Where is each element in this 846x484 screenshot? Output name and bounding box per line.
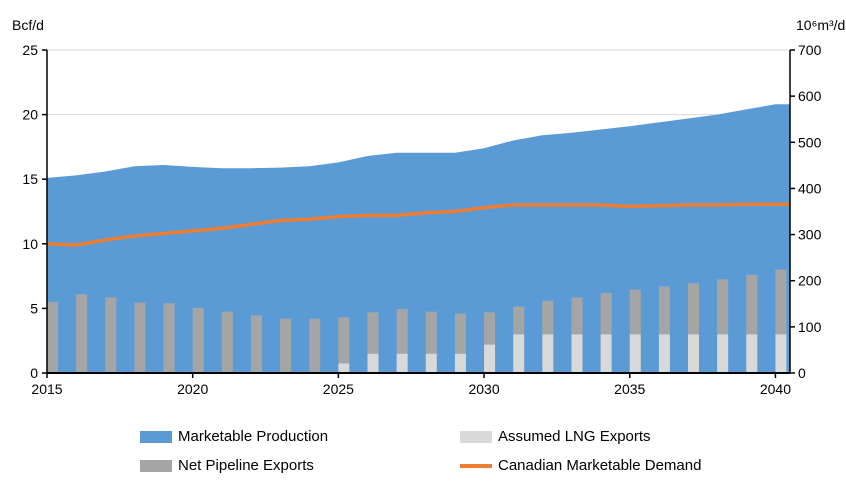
bar-lng-exports xyxy=(425,353,437,373)
bar-net-pipeline-exports xyxy=(76,294,88,373)
legend-label: Canadian Marketable Demand xyxy=(498,457,702,474)
y-tick-label-left: 0 xyxy=(30,365,38,381)
bar-net-pipeline-exports xyxy=(367,312,379,354)
bar-net-pipeline-exports xyxy=(425,311,437,354)
bar-net-pipeline-exports xyxy=(454,313,466,354)
bar-lng-exports xyxy=(688,334,700,373)
legend-item: Canadian Marketable Demand xyxy=(460,457,780,474)
legend-label: Net Pipeline Exports xyxy=(178,457,314,474)
bar-lng-exports xyxy=(658,334,670,373)
bar-lng-exports xyxy=(367,353,379,373)
bar-net-pipeline-exports xyxy=(658,286,670,335)
legend-label: Assumed LNG Exports xyxy=(498,428,651,445)
bar-lng-exports xyxy=(454,353,466,373)
y-axis-right-label: 10⁶m³/d xyxy=(796,17,845,33)
y-tick-label-left: 15 xyxy=(22,171,38,187)
bar-lng-exports xyxy=(775,334,787,373)
legend-item: Net Pipeline Exports xyxy=(140,457,460,474)
legend-item: Assumed LNG Exports xyxy=(460,428,780,445)
legend-swatch xyxy=(460,463,492,468)
y-axis-left-label: Bcf/d xyxy=(12,17,44,33)
y-tick-label-right: 700 xyxy=(798,42,822,58)
x-tick-label: 2040 xyxy=(760,381,791,397)
y-tick-label-right: 200 xyxy=(798,273,822,289)
bar-lng-exports xyxy=(513,334,525,373)
bar-net-pipeline-exports xyxy=(192,307,204,373)
legend-swatch xyxy=(140,430,172,443)
y-tick-label-left: 10 xyxy=(22,236,38,252)
line-canadian-marketable-demand xyxy=(46,202,790,247)
legend: Marketable Production Assumed LNG Exports… xyxy=(140,428,780,474)
bar-net-pipeline-exports xyxy=(163,303,175,373)
bar-net-pipeline-exports xyxy=(717,279,729,335)
bar-lng-exports xyxy=(396,353,408,373)
y-tick-label-right: 300 xyxy=(798,227,822,243)
legend-item: Marketable Production xyxy=(140,428,460,445)
bar-net-pipeline-exports xyxy=(105,297,117,373)
bar-net-pipeline-exports xyxy=(484,312,496,345)
x-tick-label: 2025 xyxy=(323,381,354,397)
bar-net-pipeline-exports xyxy=(134,302,146,373)
bar-net-pipeline-exports xyxy=(688,283,700,335)
y-tick-label-right: 400 xyxy=(798,180,822,196)
bar-lng-exports xyxy=(600,334,612,373)
legend-label: Marketable Production xyxy=(178,428,329,445)
bar-net-pipeline-exports xyxy=(396,309,408,354)
bar-lng-exports xyxy=(717,334,729,373)
area-marketable-production xyxy=(47,104,790,373)
x-tick-label: 2020 xyxy=(177,381,208,397)
bar-lng-exports xyxy=(484,344,496,373)
bar-net-pipeline-exports xyxy=(250,315,262,373)
bar-lng-exports xyxy=(571,334,583,373)
legend-swatch xyxy=(140,459,172,472)
y-tick-label-right: 600 xyxy=(798,88,822,104)
y-tick-label-left: 5 xyxy=(30,300,38,316)
bar-lng-exports xyxy=(746,334,758,373)
y-tick-label-right: 100 xyxy=(798,319,822,335)
bar-net-pipeline-exports xyxy=(513,306,525,335)
bar-net-pipeline-exports xyxy=(746,274,758,335)
bar-net-pipeline-exports xyxy=(280,318,292,373)
bar-net-pipeline-exports xyxy=(309,318,321,373)
y-tick-label-left: 20 xyxy=(22,107,38,123)
bar-net-pipeline-exports xyxy=(47,301,58,373)
bar-lng-exports xyxy=(338,363,350,373)
bar-net-pipeline-exports xyxy=(221,311,233,373)
legend-swatch xyxy=(460,430,492,443)
x-tick-label: 2035 xyxy=(614,381,645,397)
y-tick-label-right: 500 xyxy=(798,134,822,150)
bar-net-pipeline-exports xyxy=(571,297,583,335)
y-tick-label-right: 0 xyxy=(798,365,806,381)
bar-lng-exports xyxy=(542,334,554,373)
bar-net-pipeline-exports xyxy=(338,317,350,364)
y-tick-label-left: 25 xyxy=(22,42,38,58)
bar-net-pipeline-exports xyxy=(775,269,787,335)
bar-net-pipeline-exports xyxy=(542,300,554,335)
x-tick-label: 2030 xyxy=(468,381,499,397)
x-tick-label: 2015 xyxy=(31,381,62,397)
bar-net-pipeline-exports xyxy=(629,289,641,335)
bar-lng-exports xyxy=(629,334,641,373)
bar-net-pipeline-exports xyxy=(600,292,612,335)
